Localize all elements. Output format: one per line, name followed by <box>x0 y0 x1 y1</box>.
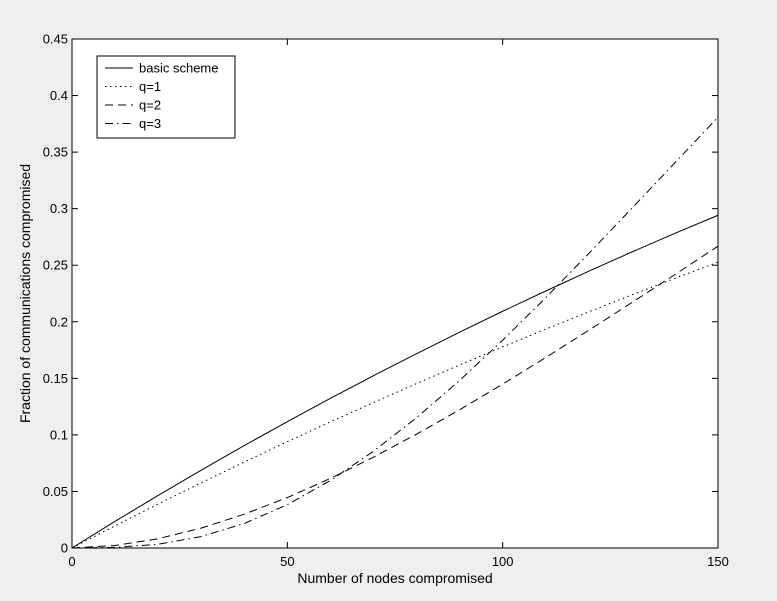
y-tick-label: 0.15 <box>43 371 68 386</box>
series-line-q-2 <box>71 245 719 549</box>
y-tick-label: 0.2 <box>50 314 68 329</box>
y-tick-label: 0.45 <box>43 32 68 47</box>
x-axis-title: Number of nodes compromised <box>297 570 492 586</box>
legend-box <box>96 55 236 139</box>
series-line-basic-scheme <box>71 214 719 549</box>
y-tick-label: 0.05 <box>43 484 68 499</box>
series-line-q-3 <box>71 116 719 549</box>
x-tick-label: 150 <box>707 554 729 569</box>
y-axis-title: Fraction of communications compromised <box>17 164 33 423</box>
axis-ticks: 0 50 100 150 0 0.05 0.1 0.15 0.2 0.25 0.3 0.35 0.4 0.… <box>43 32 729 570</box>
legend-label: q=3 <box>139 116 161 131</box>
legend-label: q=2 <box>139 98 161 113</box>
x-tick-label: 100 <box>492 554 514 569</box>
legend-label: basic scheme <box>139 61 218 76</box>
y-tick-label: 0.25 <box>43 258 68 273</box>
x-tick-label: 0 <box>68 554 75 569</box>
legend-label: q=1 <box>139 79 161 94</box>
y-tick-label: 0.4 <box>50 88 68 103</box>
series-line-q-1 <box>71 261 719 549</box>
y-tick-label: 0 <box>61 541 68 556</box>
legend: basic scheme q=1 q=2 q=3 <box>96 55 236 139</box>
y-tick-label: 0.3 <box>50 201 68 216</box>
y-tick-label: 0.1 <box>50 427 68 442</box>
series-lines <box>71 116 719 549</box>
x-tick-label: 50 <box>280 554 294 569</box>
y-tick-label: 0.35 <box>43 145 68 160</box>
